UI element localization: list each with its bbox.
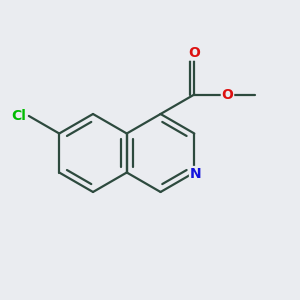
Text: O: O — [221, 88, 233, 101]
Text: Cl: Cl — [12, 109, 26, 123]
Text: N: N — [190, 167, 201, 181]
Text: O: O — [188, 46, 200, 60]
